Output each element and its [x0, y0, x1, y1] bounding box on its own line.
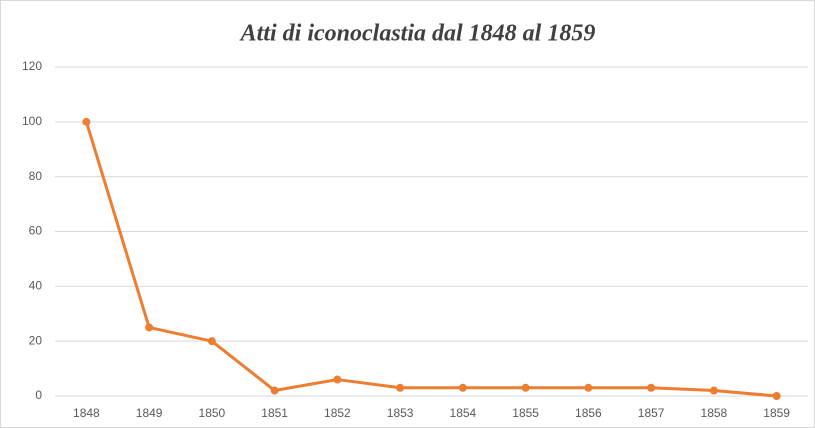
x-tick-label: 1854 — [450, 406, 477, 420]
line — [84, 121, 777, 398]
x-tick-label: 1851 — [261, 406, 288, 420]
x-tick-label: 1855 — [512, 406, 539, 420]
y-tick-label: 0 — [35, 388, 42, 402]
point — [709, 386, 718, 395]
x-tick-label: 1856 — [575, 406, 602, 420]
point — [647, 383, 656, 392]
point — [145, 323, 154, 332]
point — [207, 337, 216, 346]
y-tick-label: 20 — [29, 333, 43, 347]
x-tick-label: 1848 — [73, 406, 100, 420]
x-tick-label: 1852 — [324, 406, 351, 420]
x-tick-label: 1859 — [763, 406, 790, 420]
point — [772, 392, 781, 400]
y-tick-label: 60 — [29, 224, 43, 238]
point — [333, 375, 342, 384]
point — [458, 383, 467, 392]
x-tick-label: 1850 — [199, 406, 226, 420]
x-tick-label: 1849 — [136, 406, 163, 420]
chart-title: Atti di iconoclastia dal 1848 al 1859 — [239, 21, 596, 47]
point — [396, 383, 405, 392]
x-tick-label: 1857 — [638, 406, 665, 420]
y-tick-label: 40 — [29, 279, 43, 293]
y-tick-label: 100 — [22, 114, 42, 128]
y-tick-label: 120 — [22, 59, 42, 73]
x-tick-label: 1853 — [387, 406, 414, 420]
x-tick-label: 1858 — [701, 406, 728, 420]
point — [521, 383, 530, 392]
point — [584, 383, 593, 392]
point — [270, 386, 279, 395]
y-tick-label: 80 — [29, 169, 43, 183]
point — [82, 117, 91, 126]
